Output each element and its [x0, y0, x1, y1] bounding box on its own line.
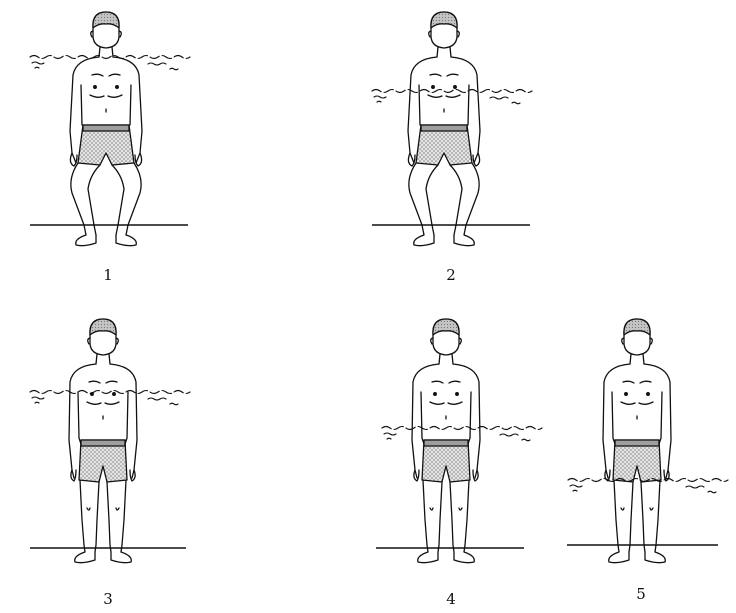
- figure-1: [29, 11, 191, 247]
- figure-3: [29, 318, 191, 564]
- figure-label-4: 4: [446, 590, 456, 608]
- figure-label-1: 1: [103, 266, 113, 284]
- figure-4: [376, 318, 543, 564]
- water-line-4: [381, 425, 543, 442]
- water-line-1: [29, 54, 191, 71]
- figure-5: [567, 318, 729, 564]
- figure-2: [371, 11, 533, 247]
- figure-label-5: 5: [636, 585, 646, 603]
- figure-label-2: 2: [446, 266, 456, 284]
- water-line-3: [29, 389, 191, 406]
- water-line-5: [567, 477, 729, 494]
- figure-label-3: 3: [103, 590, 113, 608]
